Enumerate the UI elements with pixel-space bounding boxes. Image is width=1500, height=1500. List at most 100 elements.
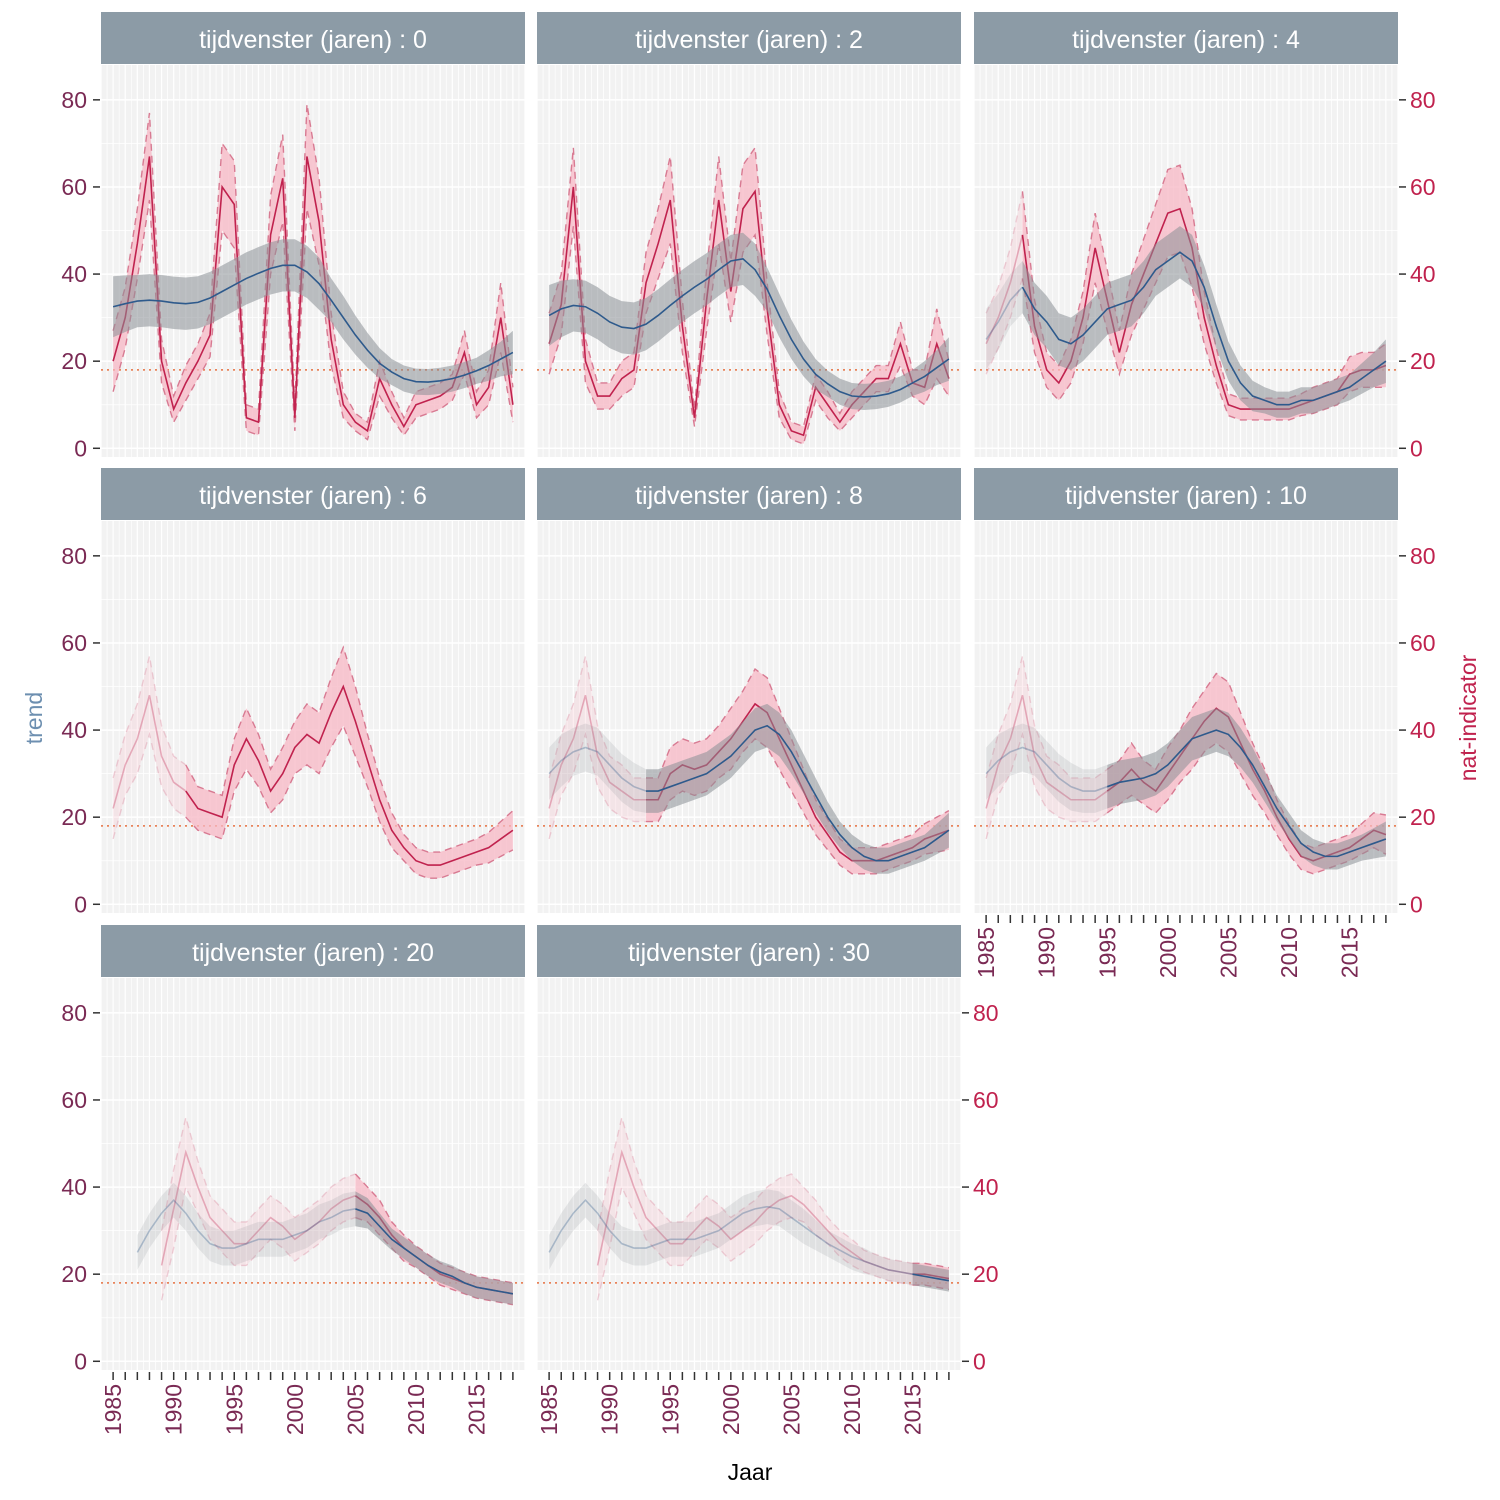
x-tick-label: 1995 — [221, 1384, 247, 1435]
y-left-tick-label: 40 — [61, 1174, 87, 1200]
trend-line — [355, 1208, 514, 1295]
trend-line — [912, 1273, 950, 1282]
indicator-ci-upper — [548, 655, 647, 779]
y-right-tick-label: 20 — [973, 1261, 999, 1287]
x-tick-label: 2015 — [1337, 927, 1363, 978]
facet-strip-label: tijdvenster (jaren) : 20 — [192, 939, 434, 967]
y-left-tick-label: 20 — [61, 804, 87, 830]
x-tick-label: 1985 — [973, 927, 999, 978]
indicator-ci-upper — [985, 655, 1108, 779]
x-tick-label: 2015 — [900, 1384, 926, 1435]
y-left-tick-label: 0 — [74, 891, 87, 917]
y-left-tick-label: 40 — [61, 261, 87, 287]
y-right-tick-label: 20 — [1410, 804, 1436, 830]
trend-ci-band — [137, 1182, 356, 1270]
trend-ci-band — [355, 1191, 513, 1305]
facet-panel-6: tijdvenster (jaren) : 6 0 20 40 60 80 — [61, 468, 526, 917]
facet-strip-label: tijdvenster (jaren) : 2 — [635, 26, 863, 54]
trend-line — [985, 746, 1108, 792]
y-right-tick-label: 0 — [1410, 435, 1423, 461]
trend-ci-band — [113, 239, 513, 396]
x-tick-label: 2010 — [1276, 927, 1302, 978]
trend-line — [646, 724, 950, 862]
trend-line — [112, 264, 514, 383]
facet-panel-2: tijdvenster (jaren) : 2 — [536, 12, 962, 457]
indicator-ci-upper — [112, 104, 514, 424]
y-left-tick-label: 80 — [61, 543, 87, 569]
y-right-tick-label: 60 — [1410, 630, 1436, 656]
x-tick-label: 1995 — [1094, 927, 1120, 978]
indicator-ci-upper — [912, 1262, 950, 1269]
facet-strip — [974, 12, 1398, 64]
facet-strip-label: tijdvenster (jaren) : 0 — [199, 26, 427, 54]
indicator-ci-band — [113, 104, 513, 440]
x-tick-label: 1990 — [597, 1384, 623, 1435]
y-left-tick-label: 0 — [74, 1348, 87, 1374]
y-right-tick-label: 80 — [1410, 543, 1436, 569]
x-tick-label: 1990 — [161, 1384, 187, 1435]
y-right-tick-label: 60 — [973, 1087, 999, 1113]
y-left-tick-label: 60 — [61, 630, 87, 656]
x-tick-label: 1985 — [536, 1384, 562, 1435]
trend-ci-band — [986, 261, 1023, 370]
y-right-tick-label: 80 — [1410, 87, 1436, 113]
facet-strip — [101, 468, 525, 520]
indicator-ci-upper — [185, 645, 514, 853]
indicator-ci-lower — [548, 731, 647, 840]
x-tick-label: 1990 — [1034, 927, 1060, 978]
y-left-axis-title: trend — [21, 692, 47, 744]
facet-panel-8: tijdvenster (jaren) : 8 — [536, 468, 962, 913]
indicator-ci-lower — [160, 1184, 356, 1301]
indicator-ci-lower — [112, 199, 514, 441]
indicator-ci-band — [161, 1117, 356, 1301]
facet-panel-10: tijdvenster (jaren) : 10 0 20 40 60 80 1985 199… — [973, 468, 1436, 978]
trend-ci-band — [646, 703, 949, 874]
facet-strip — [974, 468, 1398, 520]
x-tick-label: 2005 — [342, 1384, 368, 1435]
indicator-ci-band — [185, 647, 513, 879]
trend-ci-band — [986, 723, 1108, 813]
x-tick-label: 2005 — [778, 1384, 804, 1435]
indicator-line — [548, 186, 950, 437]
indicator-line — [596, 1149, 913, 1275]
facet-panel-20: tijdvenster (jaren) : 20 0 20 40 60 80 1985 199… — [61, 925, 526, 1435]
facet-strip — [537, 12, 961, 64]
facet-strip-label: tijdvenster (jaren) : 10 — [1065, 482, 1307, 510]
indicator-ci-upper — [160, 1117, 356, 1231]
indicator-ci-band — [986, 191, 1023, 375]
indicator-ci-upper — [112, 655, 187, 779]
x-tick-label: 2005 — [1215, 927, 1241, 978]
facet-strip-label: tijdvenster (jaren) : 6 — [199, 482, 427, 510]
y-right-tick-label: 80 — [973, 1000, 999, 1026]
indicator-ci-band — [597, 1117, 913, 1301]
x-tick-label: 1995 — [657, 1384, 683, 1435]
indicator-ci-lower — [112, 731, 187, 840]
facet-panel-4: tijdvenster (jaren) : 4 0 20 40 60 80 — [973, 12, 1436, 461]
indicator-ci-band — [986, 656, 1108, 839]
trend-line — [985, 286, 1024, 340]
y-right-tick-label: 40 — [973, 1174, 999, 1200]
indicator-ci-lower — [355, 1216, 514, 1306]
facet-strip-label: tijdvenster (jaren) : 4 — [1072, 26, 1300, 54]
indicator-line — [112, 695, 187, 809]
indicator-ci-band — [549, 147, 949, 444]
y-left-tick-label: 40 — [61, 717, 87, 743]
indicator-ci-lower — [185, 724, 514, 879]
indicator-ci-band — [549, 656, 647, 839]
indicator-line — [985, 234, 1024, 345]
trend-line — [548, 746, 647, 792]
y-left-tick-label: 60 — [61, 1087, 87, 1113]
y-left-tick-label: 80 — [61, 87, 87, 113]
trend-ci-band — [549, 232, 949, 410]
facet-panel-0: tijdvenster (jaren) : 0 0 20 40 60 80 — [61, 12, 526, 461]
x-tick-label: 2015 — [464, 1384, 490, 1435]
trend-ci-band — [549, 1182, 913, 1286]
y-right-tick-label: 40 — [1410, 261, 1436, 287]
indicator-ci-lower — [985, 731, 1108, 840]
facet-strip — [537, 468, 961, 520]
facet-strip — [537, 925, 961, 977]
trend-ci-band — [549, 723, 647, 813]
x-axis-title: Jaar — [728, 1459, 773, 1485]
y-left-tick-label: 0 — [74, 435, 87, 461]
